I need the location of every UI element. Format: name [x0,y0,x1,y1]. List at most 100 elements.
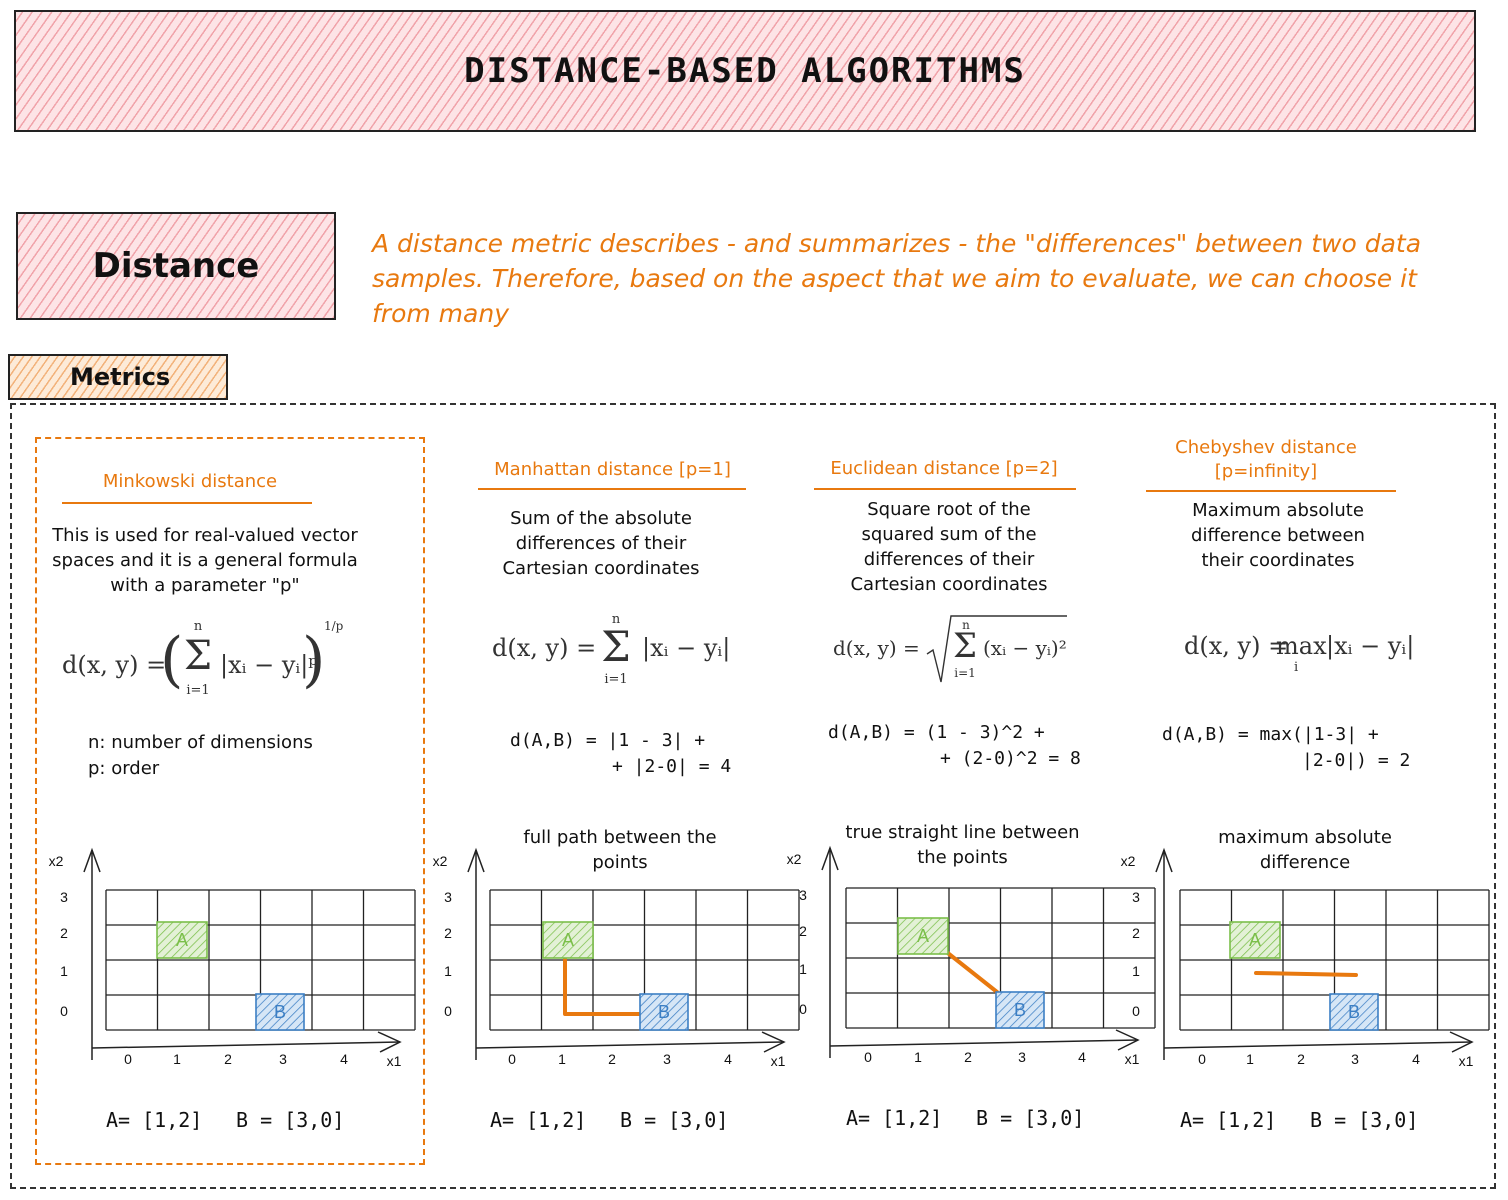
manhattan-x-tick-label: 3 [663,1051,671,1067]
manhattan-point-b-marker [639,993,689,1031]
euclidean-calc-line2: + (2-0)^2 = 8 [940,748,1081,769]
manhattan-caption: full path between the points [523,827,717,873]
manhattan-y-tick-label: 1 [444,963,452,979]
chebyshev-y-tick-label: 1 [1132,963,1140,979]
euclidean-x-tick-label: 1 [914,1049,922,1065]
minkowski-y-tick-label: 0 [60,1003,68,1019]
manhattan-y-tick-label: 2 [444,925,452,941]
manhattan-plot: x2 x1 0 1 2 3 4 3 2 1 0 A B [433,847,800,1069]
manhattan-path-line [563,958,640,1016]
chebyshev-rule [1146,490,1396,492]
minkowski-y-tick-label: 1 [60,963,68,979]
manhattan-description: Sum of the absolute differences of their… [502,508,700,579]
minkowski-x-tick-label: 1 [173,1051,181,1067]
distance-label: Distance [92,246,260,286]
euclidean-point-b-marker-label: B [1014,1000,1026,1020]
manhattan-x-arrow-icon [761,1031,786,1053]
chebyshev-point-b-marker [1329,993,1379,1031]
euclidean-formula: d(x, y) = n Σ i=1 (xᵢ − yᵢ)² [833,612,1083,692]
minkowski-description: This is used for real-valued vector spac… [52,525,358,596]
euclidean-caption: true straight line between the points [845,822,1080,868]
chebyshev-x-tick-label: 4 [1412,1051,1420,1067]
manhattan-y-tick-label: 3 [444,889,452,905]
euclidean-point-a: A= [1,2] [846,1106,943,1130]
chebyshev-title: Chebyshev distance [p=infinity] [1175,437,1357,482]
chebyshev-x-arrow-icon [1449,1031,1474,1053]
euclidean-x-arrow-icon [1115,1029,1140,1051]
minkowski-formula: d(x, y) = ( n Σ i=1 |xᵢ − yᵢ|ᵖ ) 1/p [62,619,344,698]
chebyshev-caption: maximum absolute difference [1218,827,1392,873]
minkowski-x-axis [91,1041,401,1049]
minkowski-x-tick-label: 2 [224,1051,232,1067]
chebyshev-x-tick-label: 3 [1351,1051,1359,1067]
euclidean-point-b: B = [3,0] [976,1106,1085,1130]
minkowski-point-b: B = [3,0] [236,1108,345,1132]
minkowski-title: Minkowski distance [102,471,278,492]
manhattan-x-axis-label: x1 [771,1053,786,1069]
minkowski-note-n: n: number of dimensions [88,732,313,753]
chebyshev-formula: d(x, y) = max i |xᵢ − yᵢ| [1184,632,1415,675]
manhattan-y-arrow-icon [467,847,485,873]
chebyshev-point-a-marker [1229,921,1281,959]
chebyshev-x-tick-label: 0 [1198,1051,1206,1067]
minkowski-rule [62,502,312,504]
chebyshev-x-tick-label: 2 [1297,1051,1305,1067]
euclidean-x-axis [829,1039,1139,1047]
euclidean-y-axis-label: x2 [787,851,802,867]
euclidean-point-b-marker [995,991,1045,1029]
manhattan-title: Manhattan distance [p=1] [494,459,731,480]
metrics-tab: Metrics [8,354,228,400]
page-title: DISTANCE-BASED ALGORITHMS [464,51,1026,91]
chebyshev-point-a-marker-label: A [1249,930,1261,950]
minkowski-y-arrow-icon [83,847,101,873]
minkowski-x-tick-label: 3 [279,1051,287,1067]
euclidean-point-a-marker-label: A [917,926,929,946]
euclidean-path-line [942,948,999,994]
euclidean-y-tick-label: 0 [799,1001,807,1017]
minkowski-x-arrow-icon [377,1031,402,1053]
manhattan-x-tick-label: 4 [724,1051,732,1067]
euclidean-plot: x2 x1 0 1 2 3 4 3 2 1 0 A B [787,845,1156,1067]
chebyshev-y-arrow-icon [1155,847,1173,873]
chebyshev-path-line [1254,971,1358,977]
euclidean-y-arrow-icon [821,845,839,871]
chebyshev-point-a: A= [1,2] [1180,1108,1277,1132]
chebyshev-y-tick-label: 3 [1132,889,1140,905]
chebyshev-x-axis-label: x1 [1459,1053,1474,1069]
sqrt-sign-icon [926,615,1067,683]
manhattan-rule [478,488,746,490]
minkowski-y-tick-label: 3 [60,889,68,905]
title-banner: DISTANCE-BASED ALGORITHMS [14,10,1476,132]
euclidean-x-tick-label: 3 [1018,1049,1026,1065]
chebyshev-y-tick-label: 2 [1132,925,1140,941]
minkowski-highlight [35,437,425,1165]
manhattan-x-axis [475,1041,785,1049]
chebyshev-y-tick-label: 0 [1132,1003,1140,1019]
chebyshev-point-b: B = [3,0] [1310,1108,1419,1132]
euclidean-x-tick-label: 0 [864,1049,872,1065]
minkowski-y-tick-label: 2 [60,925,68,941]
manhattan-x-tick-label: 0 [508,1051,516,1067]
euclidean-x-tick-label: 4 [1078,1049,1086,1065]
manhattan-point-a-marker [542,921,594,959]
chebyshev-y-axis-label: x2 [1121,853,1136,869]
manhattan-calc-line1: d(A,B) = |1 - 3| + [510,730,706,751]
minkowski-point-b-marker-label: B [274,1002,286,1022]
chebyshev-x-tick-label: 1 [1246,1051,1254,1067]
manhattan-calc-line2: + |2-0| = 4 [612,756,732,777]
manhattan-x-tick-label: 1 [558,1051,566,1067]
minkowski-x-axis-label: x1 [387,1053,402,1069]
minkowski-point-b-marker [255,993,305,1031]
manhattan-x-tick-label: 2 [608,1051,616,1067]
manhattan-y-axis-label: x2 [433,853,448,869]
euclidean-y-tick-label: 1 [799,961,807,977]
euclidean-y-tick-label: 3 [799,887,807,903]
minkowski-point-a: A= [1,2] [106,1108,203,1132]
euclidean-x-tick-label: 2 [964,1049,972,1065]
metrics-label: Metrics [70,363,171,391]
manhattan-formula: d(x, y) = n Σ i=1 |xᵢ − yᵢ| [492,612,731,687]
intro-text: A distance metric describes - and summar… [372,229,1422,328]
euclidean-x-axis-label: x1 [1125,1051,1140,1067]
manhattan-point-b-marker-label: B [658,1002,670,1022]
